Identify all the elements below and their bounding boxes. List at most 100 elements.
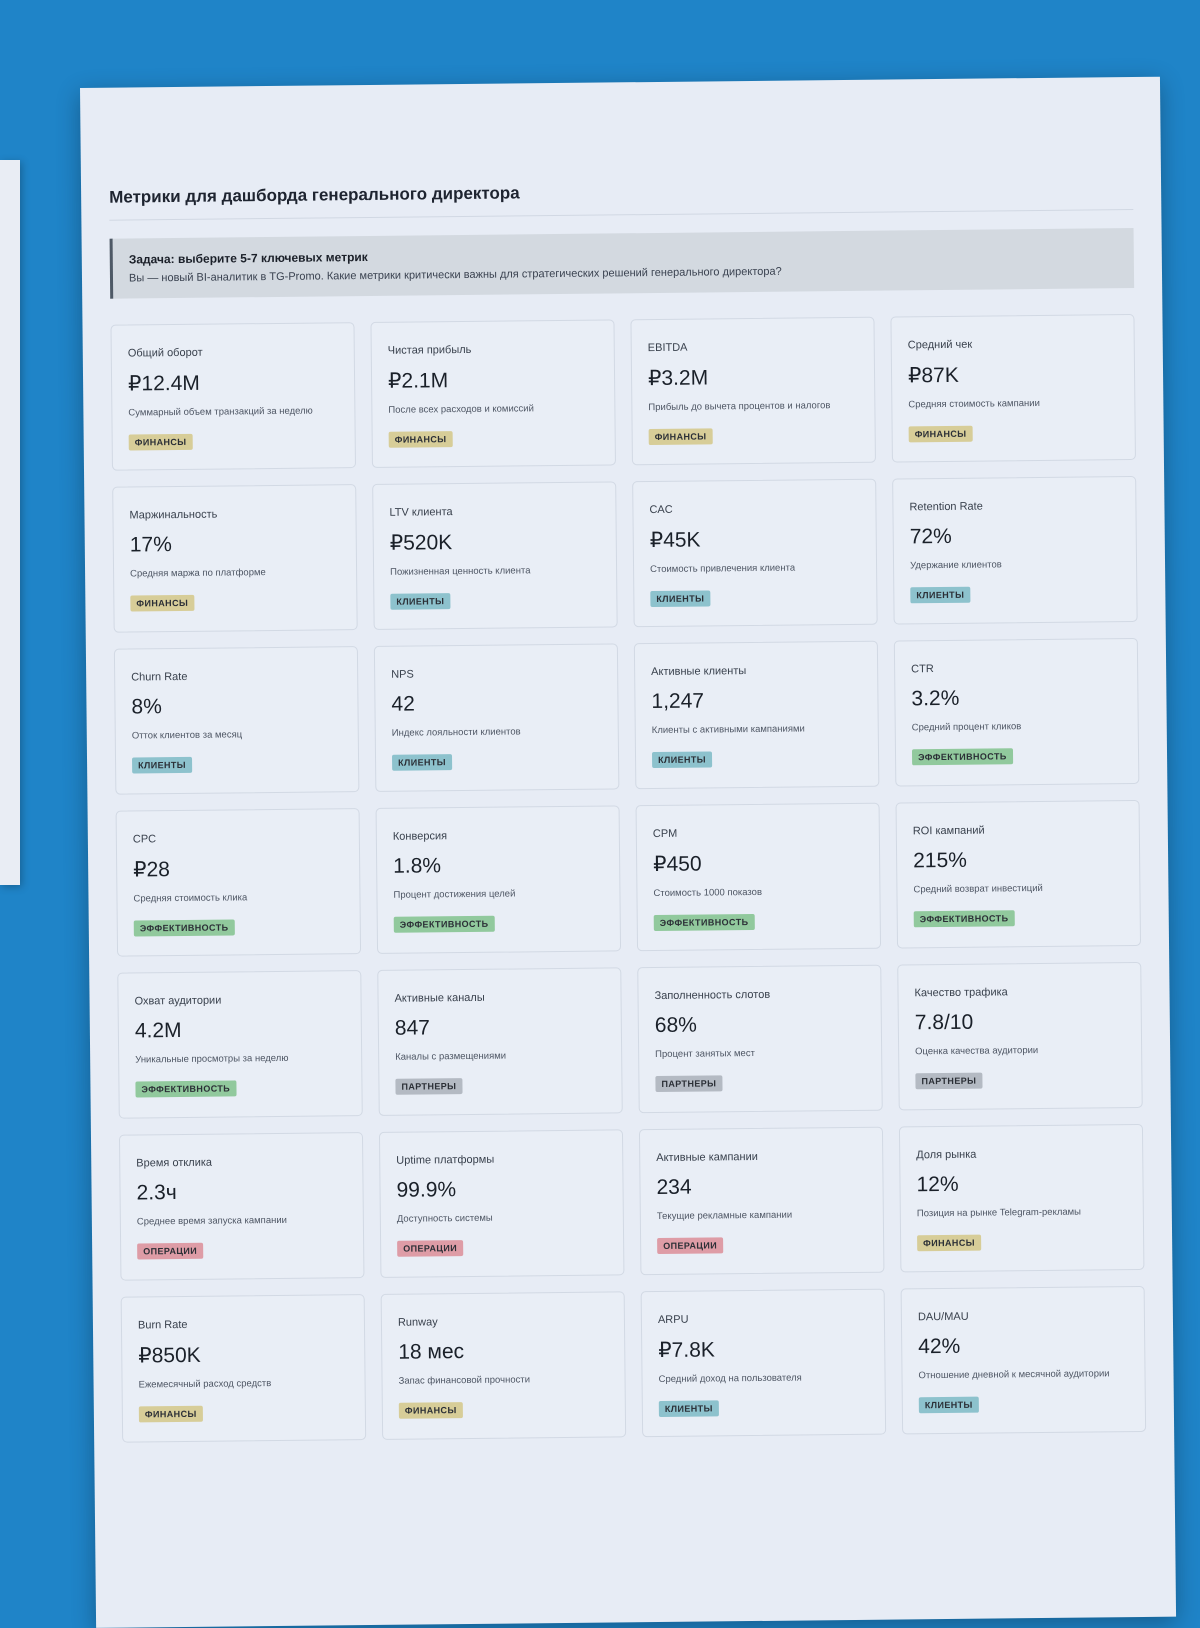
metric-card[interactable]: EBITDA ₽3.2M Прибыль до вычета процентов и… xyxy=(630,316,876,466)
metric-description: Среднее время запуска кампании xyxy=(136,1214,288,1228)
page-content: Метрики для дашборда генерального директ… xyxy=(109,176,1147,1443)
category-badge: КЛИЕНТЫ xyxy=(651,751,713,769)
category-badge: ЭФФЕКТИВНОСТЬ xyxy=(393,915,495,933)
metric-description: Индекс лояльности клиентов xyxy=(391,726,521,739)
metric-value: 847 xyxy=(394,1016,431,1040)
page-title: Метрики для дашборда генерального директ… xyxy=(109,176,1134,221)
metric-value: ₽87K xyxy=(907,363,959,388)
metric-card[interactable]: CPM ₽450 Стоимость 1000 показов ЭФФЕКТИВНОС… xyxy=(635,802,882,952)
metric-description: Средняя стоимость кампании xyxy=(908,397,1040,411)
metric-description: Прибыль до вычета процентов и налогов xyxy=(648,400,831,414)
metric-card[interactable]: Качество трафика 7.8/10 Оценка качества ау… xyxy=(897,961,1143,1111)
metric-card[interactable]: Активные каналы 847 Каналы с размещениями П… xyxy=(377,967,623,1116)
category-badge: ОПЕРАЦИИ xyxy=(397,1240,464,1257)
metric-description: Отношение дневной к месячной аудитории xyxy=(918,1368,1110,1382)
metric-description: Средний возврат инвестиций xyxy=(913,882,1043,896)
metric-card[interactable]: ARPU ₽7.8K Средний доход на пользователя КЛ… xyxy=(640,1288,887,1438)
metric-value: 42% xyxy=(918,1334,961,1359)
metric-card[interactable]: Активные клиенты 1,247 Клиенты с активными… xyxy=(633,640,880,790)
metric-value: 12% xyxy=(916,1172,959,1197)
metric-card[interactable]: Охват аудитории 4.2M Уникальные просмотры … xyxy=(117,970,363,1119)
metric-description: Клиенты с активными кампаниями xyxy=(651,723,805,737)
metric-label: CAC xyxy=(649,503,673,517)
category-badge: КЛИЕНТЫ xyxy=(918,1396,979,1414)
metric-card[interactable]: Runway 18 мес Запас финансовой прочности ФИ… xyxy=(380,1291,627,1440)
task-box: Задача: выберите 5-7 ключевых метрик Вы … xyxy=(109,227,1135,299)
metric-description: Отток клиентов за месяц xyxy=(131,729,243,742)
metric-value: 4.2M xyxy=(134,1018,182,1043)
metric-description: Уникальные просмотры за неделю xyxy=(135,1052,289,1066)
category-badge: ПАРТНЕРЫ xyxy=(395,1078,463,1095)
metric-label: Активные клиенты xyxy=(651,665,747,679)
metric-card[interactable]: Burn Rate ₽850K Ежемесячный расход средств… xyxy=(120,1294,367,1443)
metric-card[interactable]: CTR 3.2% Средний процент кликов ЭФФЕКТИВНОС… xyxy=(893,637,1140,787)
metric-card[interactable]: Конверсия 1.8% Процент достижения целей ЭФФ… xyxy=(375,805,622,954)
metric-card[interactable]: Заполненность слотов 68% Процент занятых м… xyxy=(637,964,883,1114)
metric-value: ₽28 xyxy=(133,858,171,882)
metric-card[interactable]: Активные кампании 234 Текущие рекламные ка… xyxy=(638,1126,885,1276)
metric-label: CTR xyxy=(911,663,934,676)
category-badge: ФИНАНСЫ xyxy=(398,1402,463,1419)
metric-label: DAU/MAU xyxy=(917,1310,969,1324)
metric-label: Чистая прибыль xyxy=(387,343,472,357)
metric-card[interactable]: LTV клиента ₽520K Пожизненная ценность кли… xyxy=(372,481,618,630)
metric-value: 8% xyxy=(131,695,162,719)
metric-label: NPS xyxy=(391,668,414,681)
metric-value: ₽2.1M xyxy=(387,369,449,393)
metric-card[interactable]: Retention Rate 72% Удержание клиентов КЛИЕН… xyxy=(892,475,1138,625)
metric-value: ₽450 xyxy=(653,852,702,877)
category-badge: КЛИЕНТЫ xyxy=(390,593,451,610)
category-badge: КЛИЕНТЫ xyxy=(391,754,453,771)
metric-card[interactable]: CPC ₽28 Средняя стоимость клика ЭФФЕКТИВНОС… xyxy=(115,808,362,957)
category-badge: ФИНАНСЫ xyxy=(128,433,193,451)
category-badge: ФИНАНСЫ xyxy=(130,594,195,612)
metric-label: EBITDA xyxy=(647,341,688,355)
category-badge: ОПЕРАЦИИ xyxy=(657,1237,724,1255)
metric-value: ₽3.2M xyxy=(647,366,709,391)
category-badge: ЭФФЕКТИВНОСТЬ xyxy=(135,1080,237,1098)
metric-description: Средняя маржа по платформе xyxy=(130,567,266,580)
metric-description: Позиция на рынке Telegram-рекламы xyxy=(916,1206,1082,1220)
category-badge: ФИНАНСЫ xyxy=(908,425,973,443)
category-badge: ФИНАНСЫ xyxy=(388,431,453,448)
metric-card[interactable]: DAU/MAU 42% Отношение дневной к месячной а… xyxy=(900,1285,1147,1435)
metric-label: Общий оборот xyxy=(127,346,203,360)
metric-card[interactable]: Uptime платформы 99.9% Доступность системы… xyxy=(378,1129,625,1278)
metric-label: Burn Rate xyxy=(137,1318,188,1332)
metric-value: 18 мес xyxy=(398,1340,465,1364)
category-badge: ЭФФЕКТИВНОСТЬ xyxy=(913,910,1015,928)
metric-description: Стоимость привлечения клиента xyxy=(650,562,796,576)
metric-card[interactable]: Время отклика 2.3ч Среднее время запуска к… xyxy=(118,1132,365,1281)
metric-value: ₽7.8K xyxy=(658,1338,715,1363)
metric-label: Качество трафика xyxy=(914,986,1008,1000)
metric-card[interactable]: Churn Rate 8% Отток клиентов за месяц КЛИЕН… xyxy=(113,646,360,795)
metric-card[interactable]: CAC ₽45K Стоимость привлечения клиента КЛИЕ… xyxy=(632,478,878,628)
metric-label: Активные кампании xyxy=(656,1150,758,1165)
metric-value: ₽850K xyxy=(138,1343,201,1368)
metric-description: Процент занятых мест xyxy=(655,1047,755,1061)
metric-card[interactable]: Чистая прибыль ₽2.1M После всех расходов и… xyxy=(370,319,616,468)
metric-card[interactable]: Средний чек ₽87K Средняя стоимость кампани… xyxy=(890,313,1136,463)
metric-value: 72% xyxy=(909,524,952,549)
category-badge: ПАРТНЕРЫ xyxy=(915,1072,983,1090)
metric-description: Стоимость 1000 показов xyxy=(653,886,763,900)
metric-card[interactable]: Маржинальность 17% Средняя маржа по платфо… xyxy=(112,484,358,633)
metric-description: Средний процент кликов xyxy=(911,721,1022,734)
metric-value: 17% xyxy=(129,533,172,557)
metric-value: 215% xyxy=(913,848,967,873)
category-badge: ЭФФЕКТИВНОСТЬ xyxy=(911,748,1013,766)
metric-label: Время отклика xyxy=(136,1156,213,1170)
metric-card[interactable]: Общий оборот ₽12.4M Суммарный объем транза… xyxy=(110,322,356,471)
metric-card[interactable]: ROI кампаний 215% Средний возврат инвестиц… xyxy=(895,799,1142,949)
metric-value: ₽45K xyxy=(649,528,701,553)
metric-label: ROI кампаний xyxy=(912,824,985,838)
metric-label: Активные каналы xyxy=(394,991,485,1005)
metric-label: ARPU xyxy=(657,1313,689,1327)
metric-description: Запас финансовой прочности xyxy=(398,1374,531,1387)
metric-value: ₽520K xyxy=(389,531,453,555)
metric-description: Средний доход на пользователя xyxy=(658,1372,802,1386)
category-badge: КЛИЕНТЫ xyxy=(132,756,193,774)
metric-card[interactable]: NPS 42 Индекс лояльности клиентов КЛИЕНТЫ xyxy=(373,643,620,792)
metric-value: 2.3ч xyxy=(136,1181,177,1205)
metric-card[interactable]: Доля рынка 12% Позиция на рынке Telegram-р… xyxy=(898,1123,1145,1273)
